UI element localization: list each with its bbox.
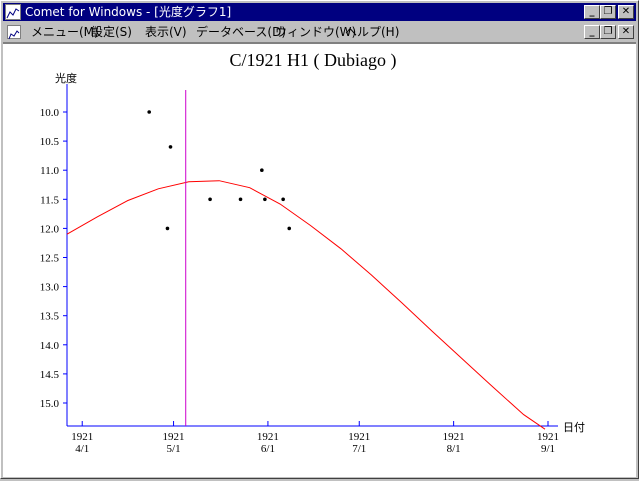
predicted-light-curve	[66, 180, 546, 430]
doc-close-button[interactable]: ✕	[618, 25, 634, 39]
light-curve-chart: C/1921 H1 ( Dubiago ) 光度 日付 10.0 10.5 11.0…	[40, 50, 585, 455]
y-tick-label: 12.0	[40, 223, 60, 235]
y-tick-label: 13.5	[40, 311, 60, 323]
minimize-button[interactable]: _	[584, 5, 600, 19]
observation-point	[263, 197, 267, 202]
menu-item-view[interactable]: 表示(V)	[145, 25, 187, 39]
x-tick-date: 7/1	[352, 443, 366, 455]
menu-item-window[interactable]: ウィンドウ(W)	[275, 25, 357, 39]
x-tick-year: 1921	[348, 431, 370, 443]
observation-point	[147, 110, 151, 114]
observation-point	[260, 168, 264, 172]
y-tick-label: 13.0	[40, 282, 60, 294]
observation-point	[281, 197, 285, 202]
observation-point	[168, 145, 173, 149]
y-tick-label: 15.0	[40, 398, 60, 410]
restore-button[interactable]: ❐	[600, 5, 616, 19]
y-tick-label: 11.0	[40, 165, 59, 177]
title-bar[interactable]: Comet for Windows - [光度グラフ1] _ ❐ ✕	[3, 3, 636, 21]
y-tick-label: 14.0	[40, 340, 60, 352]
observation-point	[287, 226, 292, 231]
x-tick-year: 1921	[257, 431, 279, 443]
chart-area: C/1921 H1 ( Dubiago ) 光度 日付 10.0 10.5 11.0…	[3, 43, 636, 477]
doc-minimize-button[interactable]: _	[584, 25, 600, 39]
y-tick-label: 14.5	[40, 369, 60, 381]
menu-bar: メニュー(M) 設定(S) 表示(V) データベース(D) ウィンドウ(W) ヘ…	[3, 22, 636, 43]
y-tick-label: 11.5	[40, 194, 59, 206]
x-tick-year: 1921	[163, 431, 185, 443]
x-tick-year: 1921	[443, 431, 465, 443]
document-chart-icon[interactable]	[7, 25, 21, 40]
y-tick-label: 10.5	[40, 136, 60, 148]
x-tick-date: 4/1	[75, 443, 89, 455]
x-axis-label: 日付	[563, 421, 585, 434]
chart-title: C/1921 H1 ( Dubiago )	[230, 50, 397, 71]
observation-point	[238, 197, 243, 202]
menu-item-settings[interactable]: 設定(S)	[91, 25, 132, 39]
x-tick-year: 1921	[537, 431, 559, 443]
x-tick-date: 5/1	[167, 443, 181, 455]
y-tick-label: 12.5	[40, 253, 60, 265]
menu-item-database[interactable]: データベース(D)	[196, 25, 287, 39]
x-tick-date: 6/1	[261, 443, 275, 455]
close-button[interactable]: ✕	[618, 5, 634, 19]
menu-item-help[interactable]: ヘルプ(H)	[345, 25, 400, 39]
observation-point	[165, 226, 170, 231]
app-chart-icon[interactable]	[5, 4, 21, 20]
observation-point	[208, 197, 212, 202]
x-tick-date: 8/1	[447, 443, 461, 455]
y-tick-label: 10.0	[40, 107, 60, 119]
window-title: Comet for Windows - [光度グラフ1]	[25, 5, 232, 19]
y-axis-label: 光度	[55, 71, 77, 85]
doc-restore-button[interactable]: ❐	[600, 25, 616, 39]
x-tick-date: 9/1	[541, 443, 555, 455]
menu-item-menu[interactable]: メニュー(M)	[31, 25, 99, 39]
x-tick-year: 1921	[71, 431, 93, 443]
